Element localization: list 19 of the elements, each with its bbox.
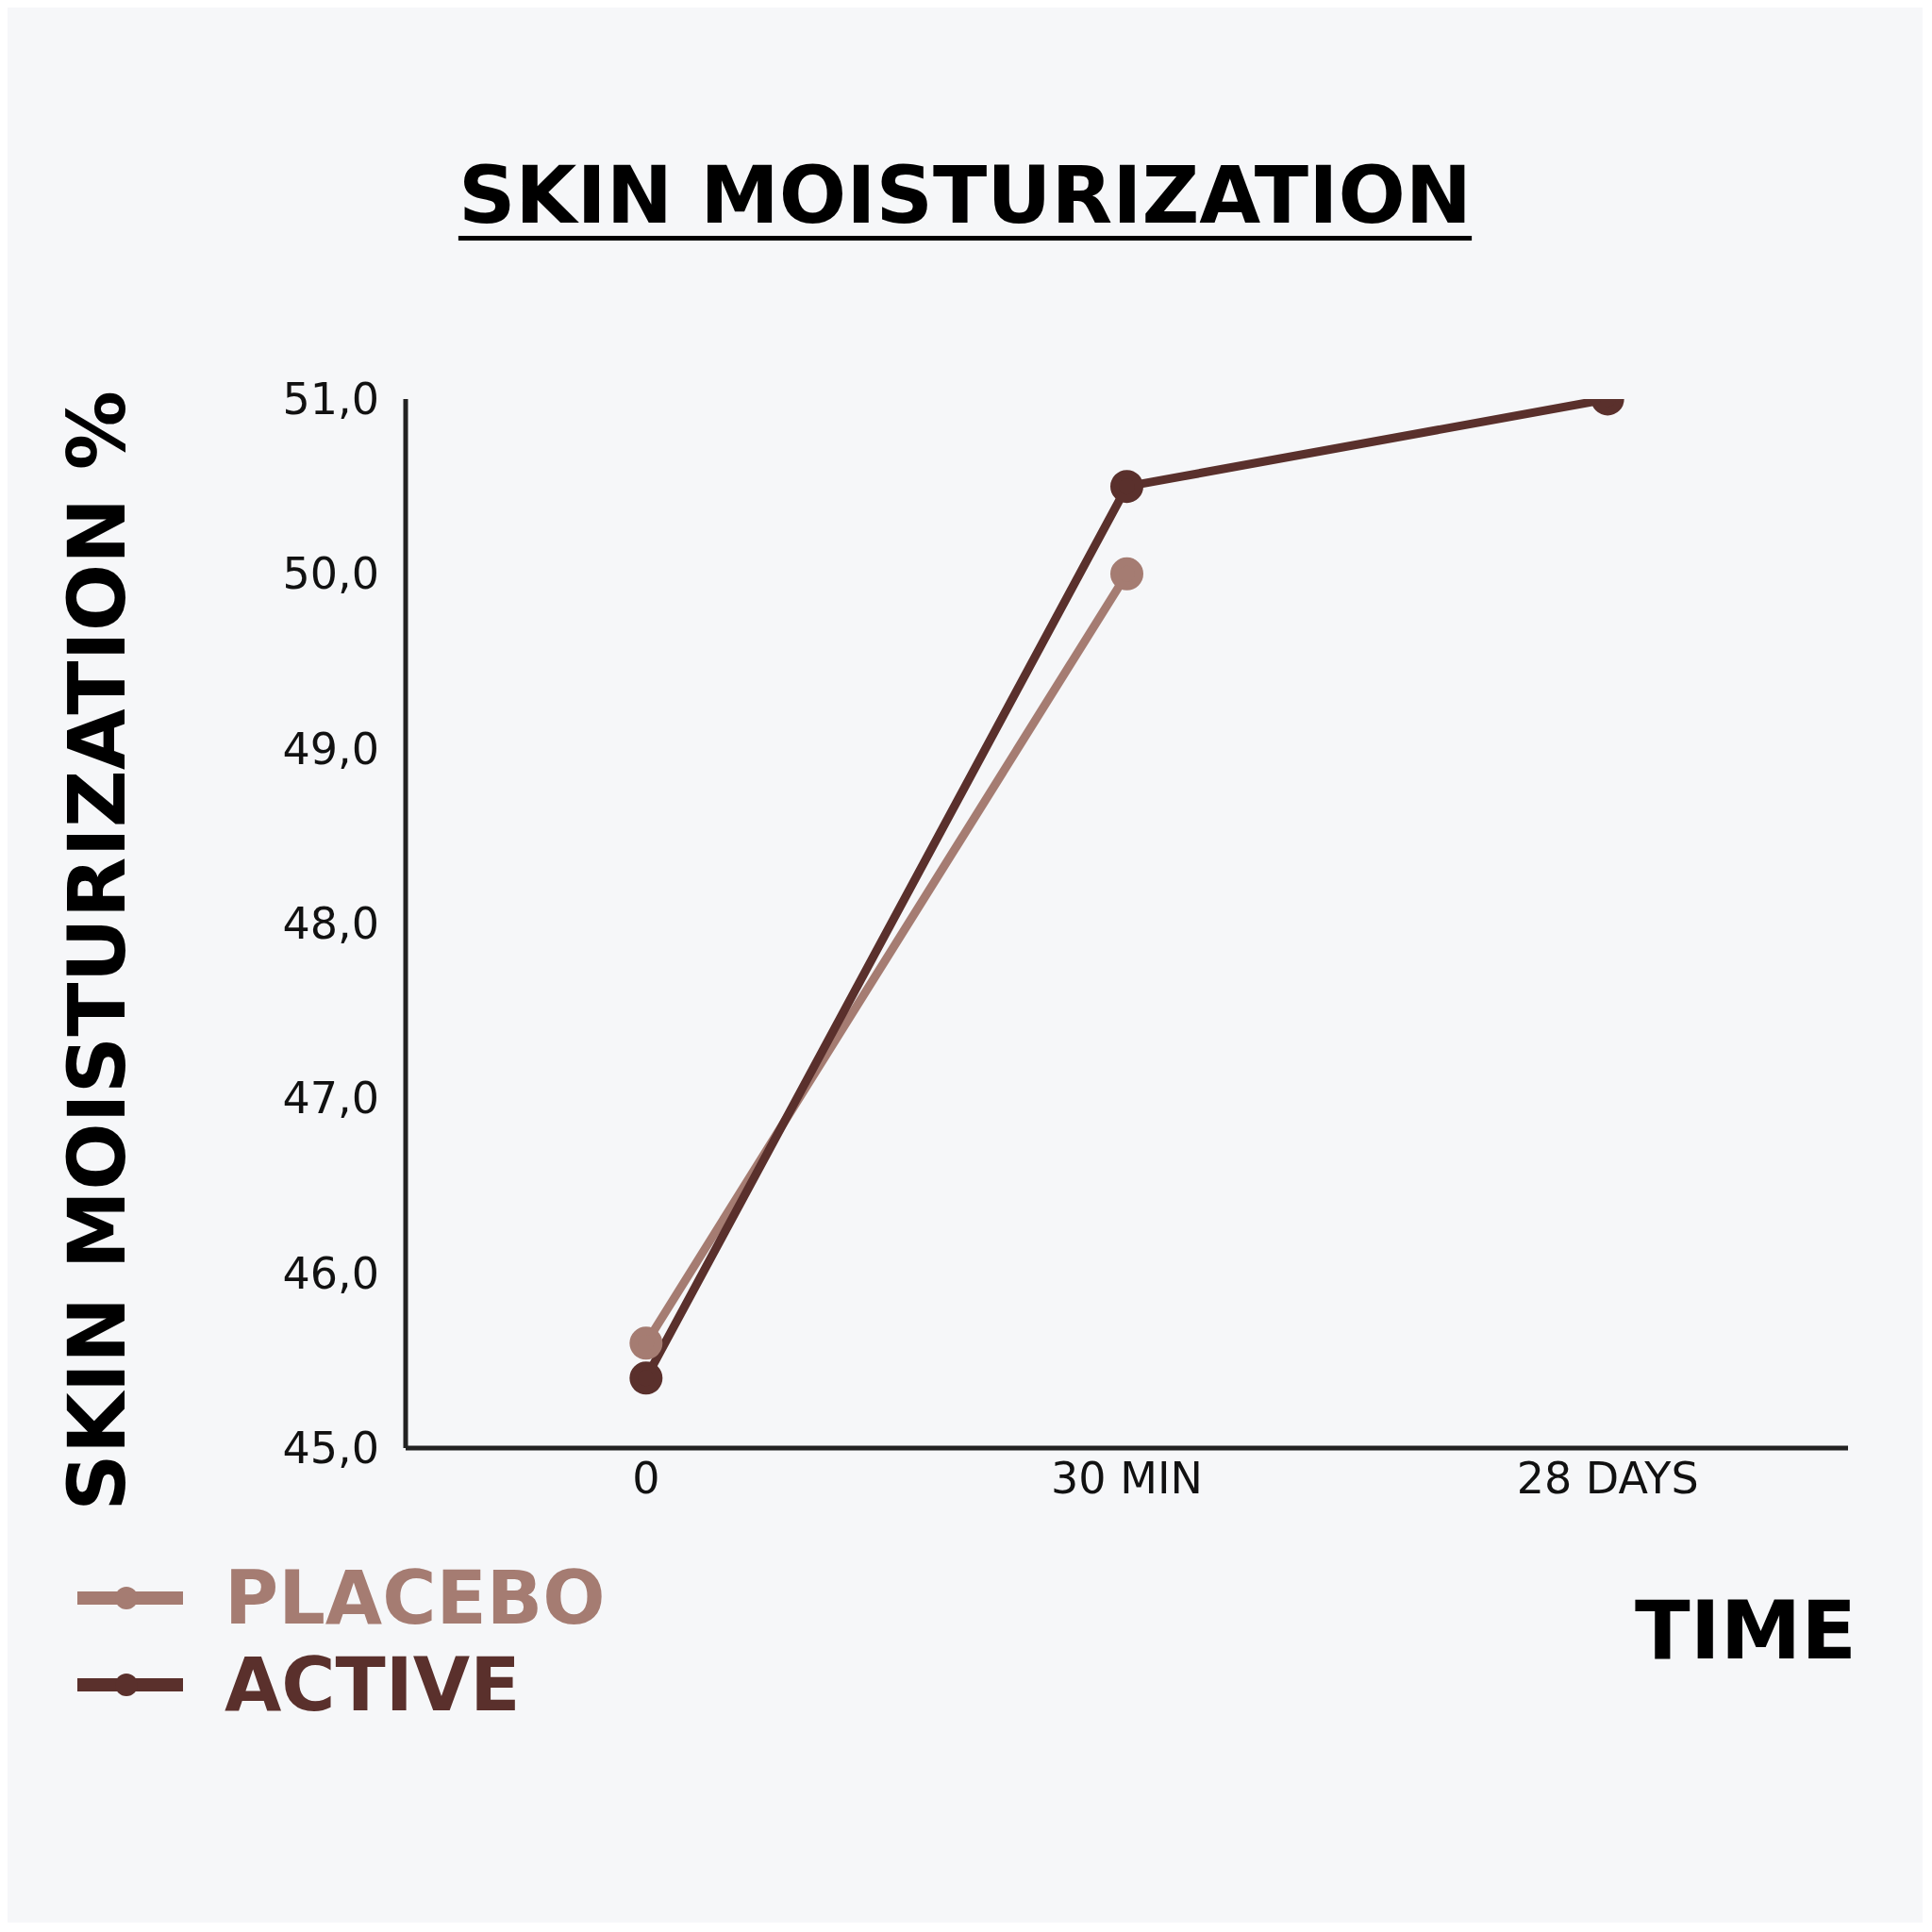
x-tick-label: 28 DAYS	[1516, 1453, 1699, 1504]
y-tick-label: 46,0	[282, 1247, 379, 1299]
point	[1110, 557, 1143, 591]
point	[629, 1326, 663, 1360]
y-tick-label: 47,0	[282, 1073, 379, 1124]
y-tick-label: 45,0	[282, 1423, 379, 1474]
point	[629, 1361, 663, 1395]
y-tick-label: 48,0	[282, 898, 379, 949]
legend-label: PLACEBO	[225, 1556, 606, 1641]
y-tick-label: 51,0	[282, 374, 379, 425]
x-tick-label: 0	[632, 1453, 660, 1504]
x-axis-title: TIME	[1635, 1583, 1857, 1677]
chart-title: SKIN MOISTURIZATION	[458, 149, 1473, 242]
y-axis-title: SKIN MOISTURIZATION %	[51, 391, 143, 1511]
legend-label: ACTIVE	[225, 1642, 521, 1727]
y-tick-label: 49,0	[282, 723, 379, 774]
x-tick-label: 30 MIN	[1051, 1453, 1203, 1504]
y-tick-label: 50,0	[282, 548, 379, 600]
point	[1110, 470, 1143, 504]
